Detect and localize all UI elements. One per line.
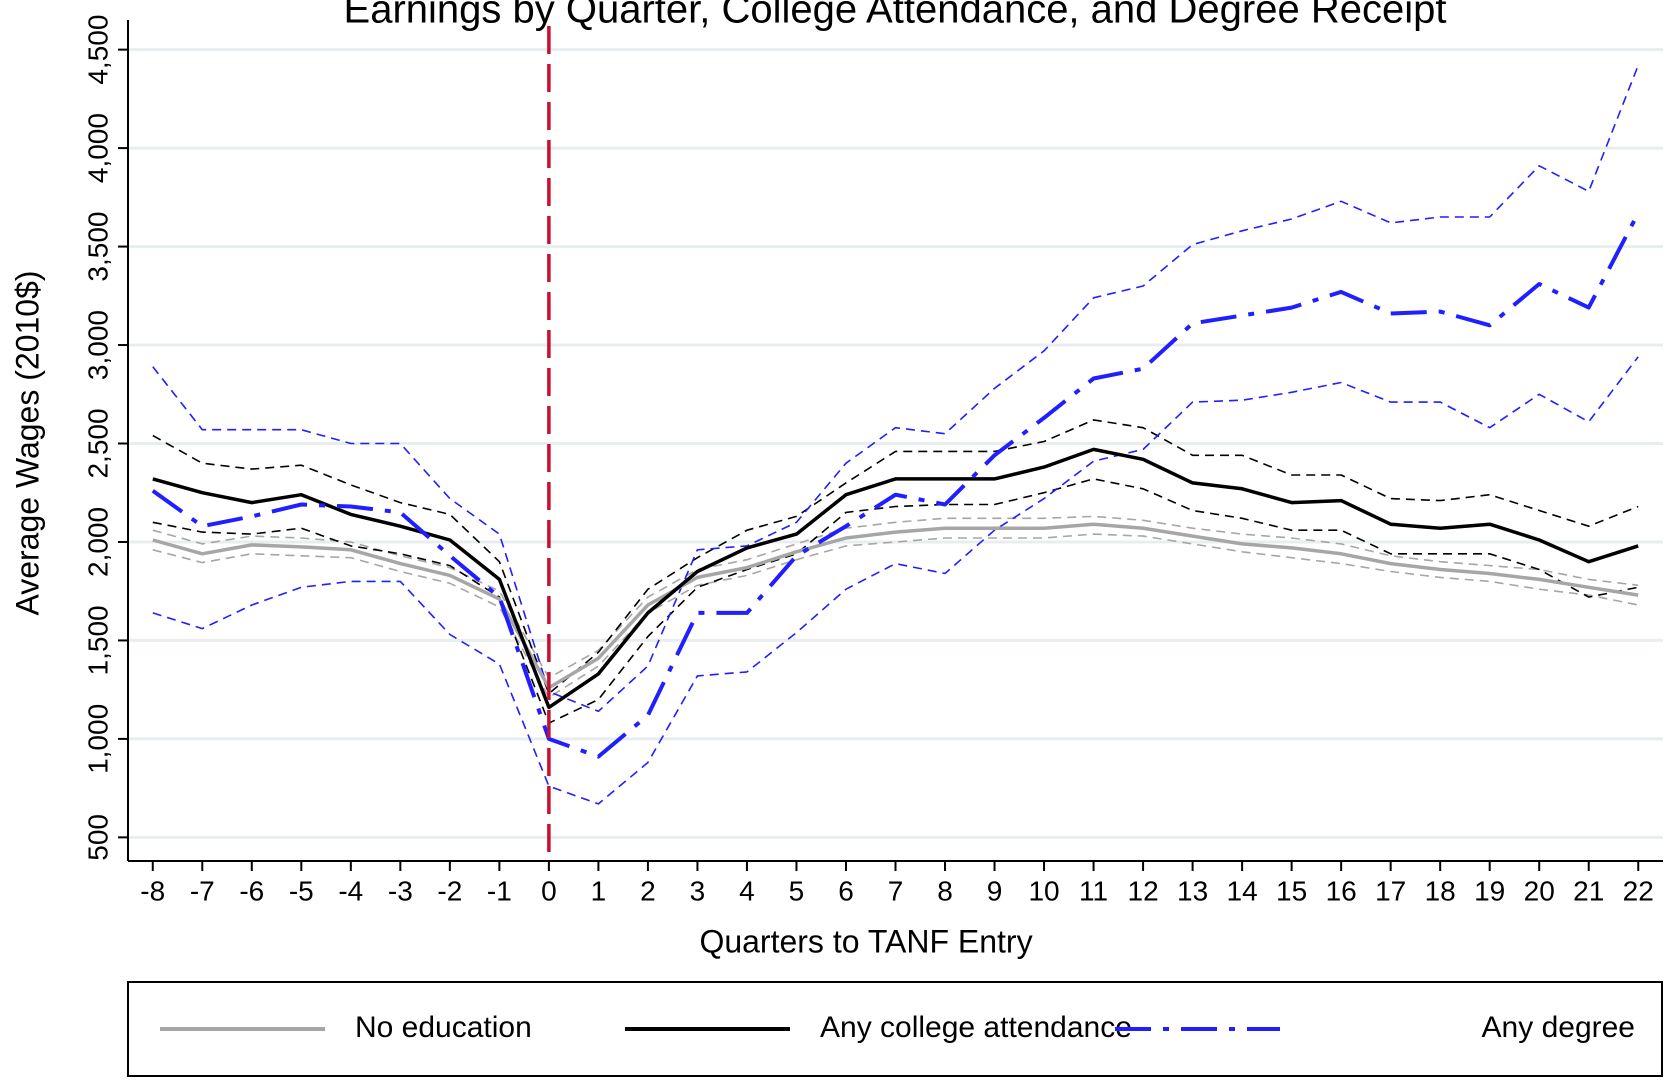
- x-tick-label: 21: [1573, 875, 1604, 906]
- x-tick-label: 13: [1177, 875, 1208, 906]
- ci-lower-line: [152, 356, 1639, 805]
- y-tick-label: 4,500: [82, 15, 113, 85]
- y-tick-label: 2,500: [82, 408, 113, 478]
- y-tick-label: 4,000: [82, 113, 113, 183]
- y-tick-label: 3,000: [82, 310, 113, 380]
- x-tick-label: 10: [1028, 875, 1059, 906]
- chart-title: Earnings by Quarter, College Attendance,…: [344, 0, 1447, 32]
- x-tick-label: 16: [1326, 875, 1357, 906]
- legend-label: Any degree: [1482, 1011, 1635, 1044]
- y-axis-label: Average Wages (2010$): [9, 270, 45, 615]
- ci-lower-line: [152, 533, 1639, 699]
- x-tick-label: 4: [739, 875, 755, 906]
- x-tick-label: -1: [487, 875, 512, 906]
- x-tick-label: 6: [838, 875, 854, 906]
- ci-upper-line: [152, 65, 1639, 713]
- x-tick-label: 7: [888, 875, 904, 906]
- y-tick-label: 2,000: [82, 507, 113, 577]
- x-tick-label: 19: [1474, 875, 1505, 906]
- x-tick-label: 17: [1375, 875, 1406, 906]
- x-axis-label: Quarters to TANF Entry: [699, 923, 1032, 959]
- x-tick-label: -6: [239, 875, 264, 906]
- ci-upper-line: [152, 419, 1639, 695]
- x-tick-label: 5: [789, 875, 805, 906]
- y-tick-label: 1,500: [82, 605, 113, 675]
- legend-label: Any college attendance: [820, 1011, 1132, 1044]
- x-tick-label: 20: [1524, 875, 1555, 906]
- ci-lower-line: [152, 478, 1639, 724]
- x-tick-label: -5: [289, 875, 314, 906]
- x-tick-label: 2: [640, 875, 656, 906]
- y-tick-label: 3,500: [82, 212, 113, 282]
- x-tick-label: -7: [190, 875, 215, 906]
- x-tick-label: 11: [1079, 875, 1108, 906]
- legend-box: [127, 981, 1663, 1077]
- series-line: [152, 522, 1639, 690]
- x-tick-label: 0: [541, 875, 557, 906]
- legend-label: No education: [355, 1011, 532, 1044]
- series-line: [152, 447, 1639, 710]
- x-tick-label: 18: [1425, 875, 1456, 906]
- y-tick-label: 500: [82, 814, 113, 861]
- x-tick-label: -8: [140, 875, 165, 906]
- x-tick-label: 15: [1276, 875, 1307, 906]
- series-line: [151, 212, 1640, 759]
- y-tick-label: 1,000: [82, 704, 113, 774]
- x-tick-label: 12: [1128, 875, 1159, 906]
- x-tick-label: -2: [437, 875, 462, 906]
- x-tick-label: 3: [690, 875, 706, 906]
- x-tick-label: 9: [987, 875, 1003, 906]
- x-tick-label: 22: [1623, 875, 1654, 906]
- ci-upper-line: [152, 515, 1639, 679]
- x-tick-label: -4: [338, 875, 363, 906]
- x-tick-label: -3: [388, 875, 413, 906]
- x-tick-label: 1: [591, 875, 607, 906]
- x-tick-label: 14: [1227, 875, 1258, 906]
- x-tick-label: 8: [937, 875, 953, 906]
